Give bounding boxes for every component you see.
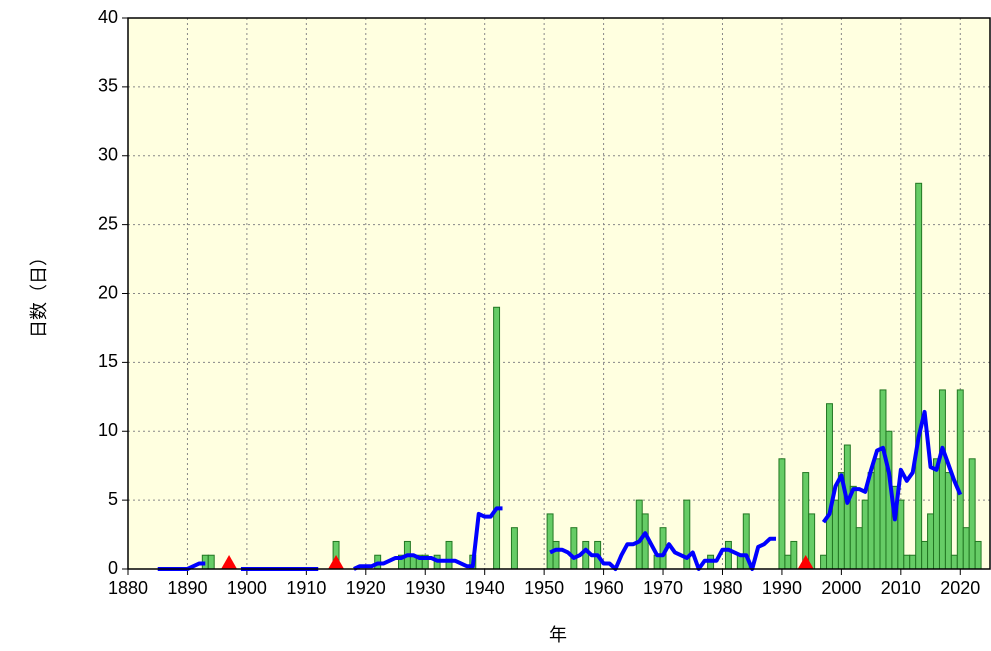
y-tick-label: 5: [108, 489, 118, 509]
bar: [921, 540, 929, 570]
x-tick-label: 1970: [643, 578, 683, 598]
x-tick-label: 1900: [227, 578, 267, 598]
bar: [855, 527, 863, 570]
y-tick-label: 35: [98, 76, 118, 96]
bar: [552, 540, 560, 570]
bar: [736, 554, 744, 570]
bar: [927, 513, 935, 570]
bar: [974, 540, 982, 570]
bar: [933, 458, 940, 570]
bar: [968, 458, 976, 570]
bar: [879, 389, 887, 570]
x-tick-label: 1880: [108, 578, 148, 598]
y-tick-label: 10: [98, 420, 118, 440]
bar: [861, 499, 869, 570]
y-tick-label: 25: [98, 213, 118, 233]
x-tick-label: 1980: [702, 578, 742, 598]
x-axis-label: 年: [549, 625, 567, 645]
x-tick-label: 1940: [465, 578, 505, 598]
bar: [950, 554, 958, 570]
bar: [582, 540, 590, 570]
bar: [724, 540, 732, 570]
bar: [915, 182, 923, 570]
bar: [867, 472, 875, 570]
bar: [831, 499, 839, 570]
bar: [641, 513, 649, 570]
y-tick-label: 15: [98, 351, 118, 371]
bar: [826, 403, 833, 570]
bar: [635, 499, 643, 570]
x-tick-label: 2000: [821, 578, 861, 598]
x-tick-label: 1950: [524, 578, 564, 598]
x-tick-label: 2010: [881, 578, 921, 598]
bar: [510, 527, 518, 570]
triangle-marker: [797, 555, 814, 569]
bar: [843, 444, 851, 570]
bar: [938, 389, 946, 570]
bar: [546, 513, 554, 570]
bar: [808, 513, 816, 570]
y-tick-label: 20: [98, 282, 118, 302]
bar: [207, 554, 215, 570]
x-tick-label: 1930: [405, 578, 445, 598]
x-tick-label: 1910: [286, 578, 326, 598]
y-axis-label: 日数（日）: [29, 248, 49, 338]
bar: [903, 554, 911, 570]
y-tick-label: 40: [98, 7, 118, 27]
bar: [909, 554, 917, 570]
x-tick-label: 1960: [584, 578, 624, 598]
x-tick-label: 2020: [940, 578, 980, 598]
bar: [802, 472, 810, 570]
bar: [956, 389, 964, 570]
bar: [653, 554, 661, 570]
bar: [778, 458, 786, 570]
bar: [784, 554, 792, 570]
x-tick-label: 1990: [762, 578, 802, 598]
bar: [820, 554, 828, 570]
bar: [962, 527, 970, 570]
bar: [445, 540, 453, 570]
bar: [493, 306, 501, 570]
bar: [897, 499, 905, 570]
y-tick-label: 30: [98, 145, 118, 165]
plot-frame: [127, 17, 991, 570]
bar: [570, 527, 578, 570]
bar: [790, 540, 798, 570]
triangle-marker: [328, 555, 345, 569]
x-tick-label: 1920: [346, 578, 386, 598]
y-tick-label: 0: [108, 558, 118, 578]
triangle-marker: [221, 555, 238, 569]
bar: [944, 472, 952, 570]
x-tick-label: 1890: [167, 578, 207, 598]
bar: [873, 458, 881, 570]
